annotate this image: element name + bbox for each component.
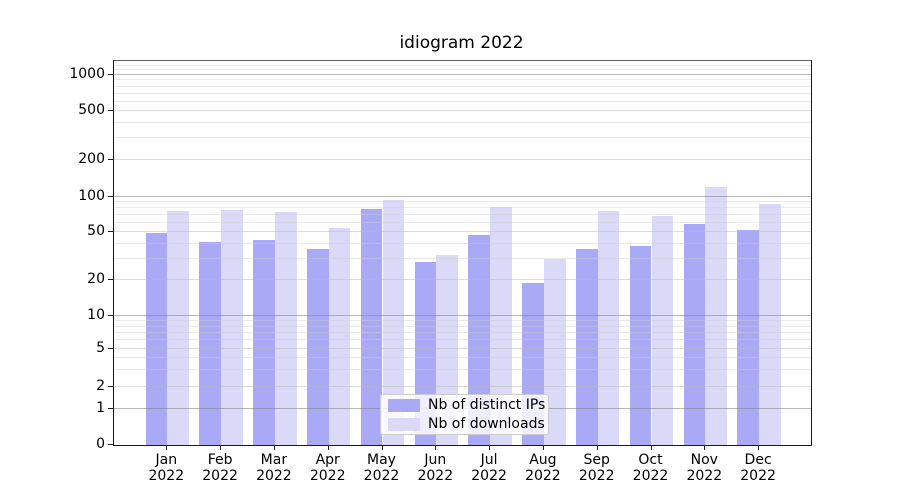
bar-nb-of-distinct-ips-jul [468,235,491,445]
bar-nb-of-downloads-sep [597,210,620,445]
legend: Nb of distinct IPs Nb of downloads [380,394,549,435]
legend-label-downloads: Nb of downloads [428,416,545,432]
x-axis-tick-mark [489,445,491,450]
x-axis-tick-label: Apr 2022 [309,452,346,484]
legend-label-distinct-ips: Nb of distinct IPs [428,397,546,413]
y-axis-tick-mark [108,315,113,316]
bar-nb-of-downloads-dec [759,204,781,445]
y-axis-tick-label: 5 [96,340,105,356]
x-axis-tick-label: Mar 2022 [256,452,292,484]
y-axis-tick-mark [108,279,113,280]
x-axis-tick-label: Jan 2022 [148,452,185,484]
y-axis-tick-mark [108,386,113,387]
y-axis-tick-label: 100 [78,188,105,204]
bar-nb-of-downloads-mar [274,211,297,445]
y-axis-tick-label: 1000 [69,66,105,82]
bar-nb-of-downloads-jan [167,210,190,445]
bar-nb-of-distinct-ips-dec [737,230,760,445]
y-axis-tick-mark [108,444,113,445]
bar-nb-of-downloads-feb [221,210,243,445]
y-axis-tick-label: 1 [96,400,105,416]
x-axis-tick-label: Jun 2022 [417,452,454,484]
x-axis-tick-label: Oct 2022 [632,452,669,484]
x-axis-tick-label: Jul 2022 [471,452,507,484]
bar-nb-of-downloads-jul [490,207,512,445]
bar-nb-of-distinct-ips-jan [145,233,168,445]
y-axis-tick-label: 20 [87,271,105,287]
bars-layer [114,61,811,445]
x-axis-tick-label: Sep 2022 [578,452,615,484]
x-axis-tick-mark [650,445,652,450]
bar-nb-of-downloads-apr [328,228,351,445]
bar-nb-of-distinct-ips-may [360,208,383,445]
y-axis-tick-mark [108,110,113,111]
x-axis-tick-label: Nov 2022 [686,452,723,484]
y-axis-tick-label: 0 [96,436,105,452]
x-axis-tick-mark [704,445,706,450]
y-axis-tick-label: 2 [96,378,105,394]
bar-nb-of-distinct-ips-apr [306,249,329,445]
y-axis-tick-mark [108,408,113,409]
bar-nb-of-distinct-ips-oct [629,246,652,445]
x-axis-tick-label: May 2022 [363,452,400,484]
y-axis-tick-mark [108,348,113,349]
x-axis-tick-mark [542,445,544,450]
x-axis-tick-mark [435,445,437,450]
bar-nb-of-downloads-may [382,200,405,445]
x-axis-tick-label: Dec 2022 [740,452,776,484]
x-axis-tick-mark [327,445,329,450]
y-axis-tick-label: 500 [78,102,105,118]
legend-swatch-distinct-ips [388,398,420,412]
x-axis-tick-mark [166,445,168,450]
x-axis-tick-mark [220,445,222,450]
x-axis-tick-mark [596,445,598,450]
plot-area [113,60,812,446]
bar-nb-of-distinct-ips-feb [199,242,222,445]
y-axis-tick-label: 200 [78,151,105,167]
bar-nb-of-distinct-ips-nov [683,223,706,445]
bar-nb-of-downloads-oct [651,215,674,445]
bar-nb-of-distinct-ips-mar [253,239,275,445]
y-axis-tick-mark [108,231,113,232]
y-axis-tick-mark [108,159,113,160]
y-axis-tick-mark [108,196,113,197]
y-axis-tick-mark [108,74,113,75]
x-axis-tick-mark [758,445,760,450]
y-axis-tick-label: 50 [87,223,105,239]
legend-item-distinct-ips: Nb of distinct IPs [388,397,545,413]
chart-title: idiogram 2022 [399,33,524,53]
legend-swatch-downloads [388,417,420,431]
x-axis-tick-mark [381,445,383,450]
bar-nb-of-distinct-ips-sep [575,249,598,445]
legend-item-downloads: Nb of downloads [388,416,545,432]
y-axis-tick-label: 10 [87,307,105,323]
bar-nb-of-downloads-nov [705,186,728,445]
x-axis-tick-label: Feb 2022 [202,452,238,484]
x-axis-tick-label: Aug 2022 [525,452,561,484]
x-axis-tick-mark [273,445,275,450]
bar-nb-of-downloads-aug [543,258,566,445]
